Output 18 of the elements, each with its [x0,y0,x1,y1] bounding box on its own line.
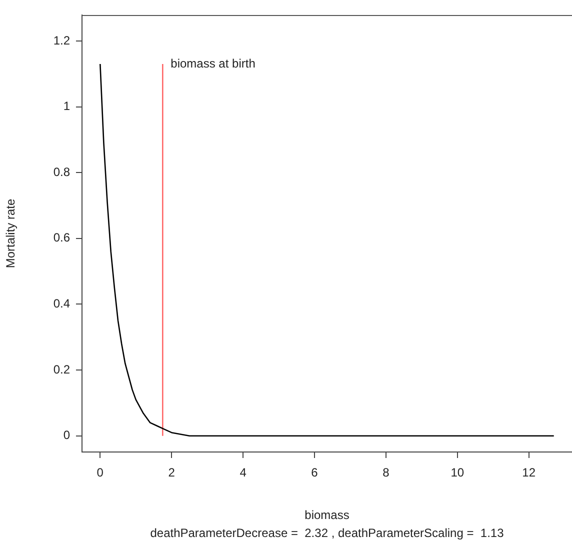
text: deathParameterDecrease = 2.32 , deathParameterScaling = 1.13 [150,526,504,540]
y-tick-label: 0 [63,428,70,442]
y-axis-title: Mortality rate [4,198,18,268]
x-tick-label: 12 [522,466,536,480]
x-axis-title: biomass [304,508,350,522]
x-tick-label: 8 [382,466,390,480]
x-tick-label: 0 [96,466,104,480]
x-tick-label: 6 [311,466,318,480]
x-tick-label: 10 [450,466,464,480]
y-tick-label: 1.2 [53,33,70,48]
y-tick-label: 0.6 [53,230,70,245]
y-tick-label: 0.8 [53,164,70,179]
y-tick-label: 1 [63,99,70,114]
x-tick-label: 2 [168,466,176,480]
y-tick-label: 0.2 [53,362,70,376]
annotation: biomass at birth [170,56,256,70]
y-tick-label: 0.4 [53,296,70,311]
x-tick-label: 4 [240,466,247,480]
